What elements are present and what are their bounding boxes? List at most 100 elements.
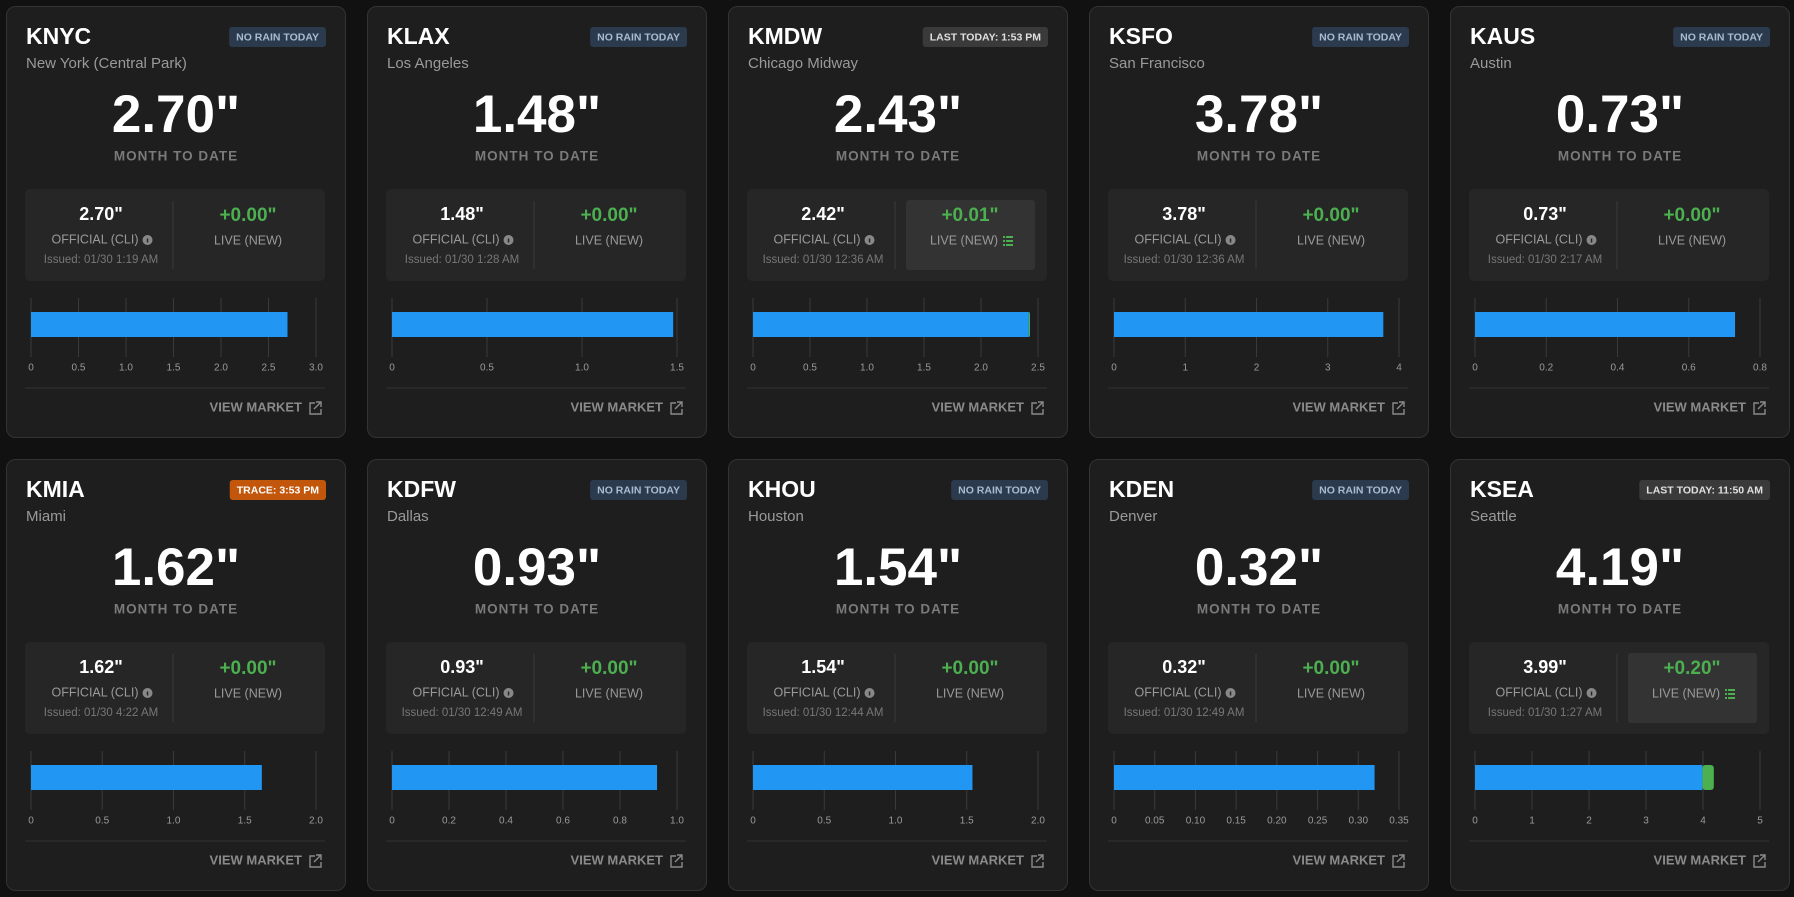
view-market-link[interactable]: VIEW MARKET bbox=[210, 852, 322, 868]
stats-box bbox=[1108, 642, 1408, 734]
issued-time: Issued: 01/30 4:22 AM bbox=[44, 707, 158, 719]
bar-segment bbox=[31, 312, 288, 337]
x-tick-label: 3 bbox=[1325, 363, 1331, 374]
badge-background bbox=[590, 27, 687, 47]
view-market-link[interactable]: VIEW MARKET bbox=[1654, 399, 1766, 415]
x-tick-label: 3.0 bbox=[309, 363, 323, 374]
x-tick-label: 1.0 bbox=[860, 363, 874, 374]
view-market-link[interactable]: VIEW MARKET bbox=[932, 399, 1044, 415]
x-tick-label: 5 bbox=[1757, 816, 1763, 827]
x-tick-label: 0 bbox=[28, 816, 34, 827]
stats-box bbox=[25, 189, 325, 281]
issued-time: Issued: 01/30 12:36 AM bbox=[1124, 254, 1245, 266]
month-to-date-label: MONTH TO DATE bbox=[836, 149, 960, 164]
live-highlight bbox=[906, 200, 1035, 270]
x-tick-label: 0 bbox=[28, 363, 34, 374]
x-tick-label: 0 bbox=[750, 363, 756, 374]
station-card: KLAX Los Angeles NO RAIN TODAY 1.48" MONTH T… bbox=[367, 6, 707, 438]
badge-background bbox=[1312, 27, 1409, 47]
official-label: OFFICIAL (CLI) bbox=[1134, 685, 1221, 699]
list-icon-line bbox=[1006, 236, 1014, 238]
x-tick-label: 2 bbox=[1586, 816, 1592, 827]
live-label: LIVE (NEW) bbox=[214, 233, 282, 247]
view-market-text[interactable]: VIEW MARKET bbox=[210, 852, 303, 867]
stats-box bbox=[1469, 189, 1769, 281]
month-to-date-label: MONTH TO DATE bbox=[114, 149, 238, 164]
view-market-text[interactable]: VIEW MARKET bbox=[932, 399, 1025, 414]
external-link-icon[interactable] bbox=[1031, 401, 1044, 415]
x-tick-label: 0 bbox=[750, 816, 756, 827]
view-market-text[interactable]: VIEW MARKET bbox=[571, 399, 664, 414]
external-link-icon[interactable] bbox=[309, 401, 322, 415]
view-market-link[interactable]: VIEW MARKET bbox=[932, 852, 1044, 868]
x-tick-label: 0 bbox=[1472, 363, 1478, 374]
view-market-link[interactable]: VIEW MARKET bbox=[1654, 852, 1766, 868]
x-tick-label: 2.0 bbox=[214, 363, 228, 374]
x-tick-label: 1.5 bbox=[670, 363, 684, 374]
view-market-text[interactable]: VIEW MARKET bbox=[932, 852, 1025, 867]
external-link-icon[interactable] bbox=[670, 401, 683, 415]
view-market-text[interactable]: VIEW MARKET bbox=[571, 852, 664, 867]
official-label: OFFICIAL (CLI) bbox=[1495, 232, 1582, 246]
x-tick-label: 0 bbox=[389, 363, 395, 374]
external-link-icon[interactable] bbox=[1392, 401, 1405, 415]
view-market-link[interactable]: VIEW MARKET bbox=[571, 852, 683, 868]
live-value: +0.00" bbox=[580, 205, 637, 226]
view-market-text[interactable]: VIEW MARKET bbox=[210, 399, 303, 414]
view-market-text[interactable]: VIEW MARKET bbox=[1654, 399, 1747, 414]
external-link-icon[interactable] bbox=[309, 854, 322, 868]
issued-time: Issued: 01/30 1:19 AM bbox=[44, 254, 158, 266]
external-link-icon[interactable] bbox=[1031, 854, 1044, 868]
badge-text: LAST TODAY: 1:53 PM bbox=[930, 31, 1041, 43]
station-code: KHOU bbox=[748, 476, 816, 502]
badge-text: NO RAIN TODAY bbox=[1319, 484, 1402, 496]
bar-segment bbox=[1702, 765, 1714, 790]
bar-segment bbox=[753, 312, 1029, 337]
badge-text: NO RAIN TODAY bbox=[597, 31, 680, 43]
external-link-icon[interactable] bbox=[1392, 854, 1405, 868]
view-market-text[interactable]: VIEW MARKET bbox=[1293, 852, 1386, 867]
bar-segment bbox=[31, 765, 262, 790]
bar-segment bbox=[1114, 765, 1375, 790]
official-label: OFFICIAL (CLI) bbox=[773, 232, 860, 246]
view-market-link[interactable]: VIEW MARKET bbox=[571, 399, 683, 415]
x-tick-label: 0.5 bbox=[72, 363, 86, 374]
stats-box bbox=[1108, 189, 1408, 281]
external-link-icon[interactable] bbox=[1753, 401, 1766, 415]
view-market-link[interactable]: VIEW MARKET bbox=[1293, 852, 1405, 868]
station-city: Houston bbox=[748, 508, 804, 525]
list-icon-dot bbox=[1725, 697, 1728, 699]
issued-time: Issued: 01/30 2:17 AM bbox=[1488, 254, 1602, 266]
view-market-link[interactable]: VIEW MARKET bbox=[210, 399, 322, 415]
station-code: KSFO bbox=[1109, 23, 1173, 49]
station-code: KMIA bbox=[26, 476, 85, 502]
official-label: OFFICIAL (CLI) bbox=[1134, 232, 1221, 246]
station-city: San Francisco bbox=[1109, 55, 1205, 72]
external-link-icon[interactable] bbox=[1753, 854, 1766, 868]
issued-time: Issued: 01/30 1:28 AM bbox=[405, 254, 519, 266]
badge-background bbox=[951, 480, 1048, 500]
x-tick-label: 0.25 bbox=[1308, 816, 1328, 827]
view-market-text[interactable]: VIEW MARKET bbox=[1654, 852, 1747, 867]
status-badge: NO RAIN TODAY bbox=[590, 480, 687, 500]
view-market-text[interactable]: VIEW MARKET bbox=[1293, 399, 1386, 414]
official-value: 1.62" bbox=[79, 657, 123, 677]
bar-segment bbox=[1475, 312, 1736, 337]
view-market-link[interactable]: VIEW MARKET bbox=[1293, 399, 1405, 415]
external-link-icon[interactable] bbox=[670, 854, 683, 868]
list-icon-dot bbox=[1003, 236, 1006, 238]
month-total: 4.19" bbox=[1556, 538, 1684, 597]
official-value: 3.99" bbox=[1523, 657, 1567, 677]
month-to-date-label: MONTH TO DATE bbox=[836, 602, 960, 617]
x-tick-label: 1.0 bbox=[889, 816, 903, 827]
live-highlight bbox=[1628, 653, 1757, 723]
month-to-date-label: MONTH TO DATE bbox=[475, 149, 599, 164]
live-label: LIVE (NEW) bbox=[1297, 233, 1365, 247]
station-city: Seattle bbox=[1470, 508, 1517, 525]
badge-background bbox=[229, 480, 326, 500]
x-tick-label: 0 bbox=[1472, 816, 1478, 827]
x-tick-label: 2.0 bbox=[1031, 816, 1045, 827]
station-card: KAUS Austin NO RAIN TODAY 0.73" MONTH TO DAT… bbox=[1450, 6, 1790, 438]
x-tick-label: 3 bbox=[1643, 816, 1649, 827]
